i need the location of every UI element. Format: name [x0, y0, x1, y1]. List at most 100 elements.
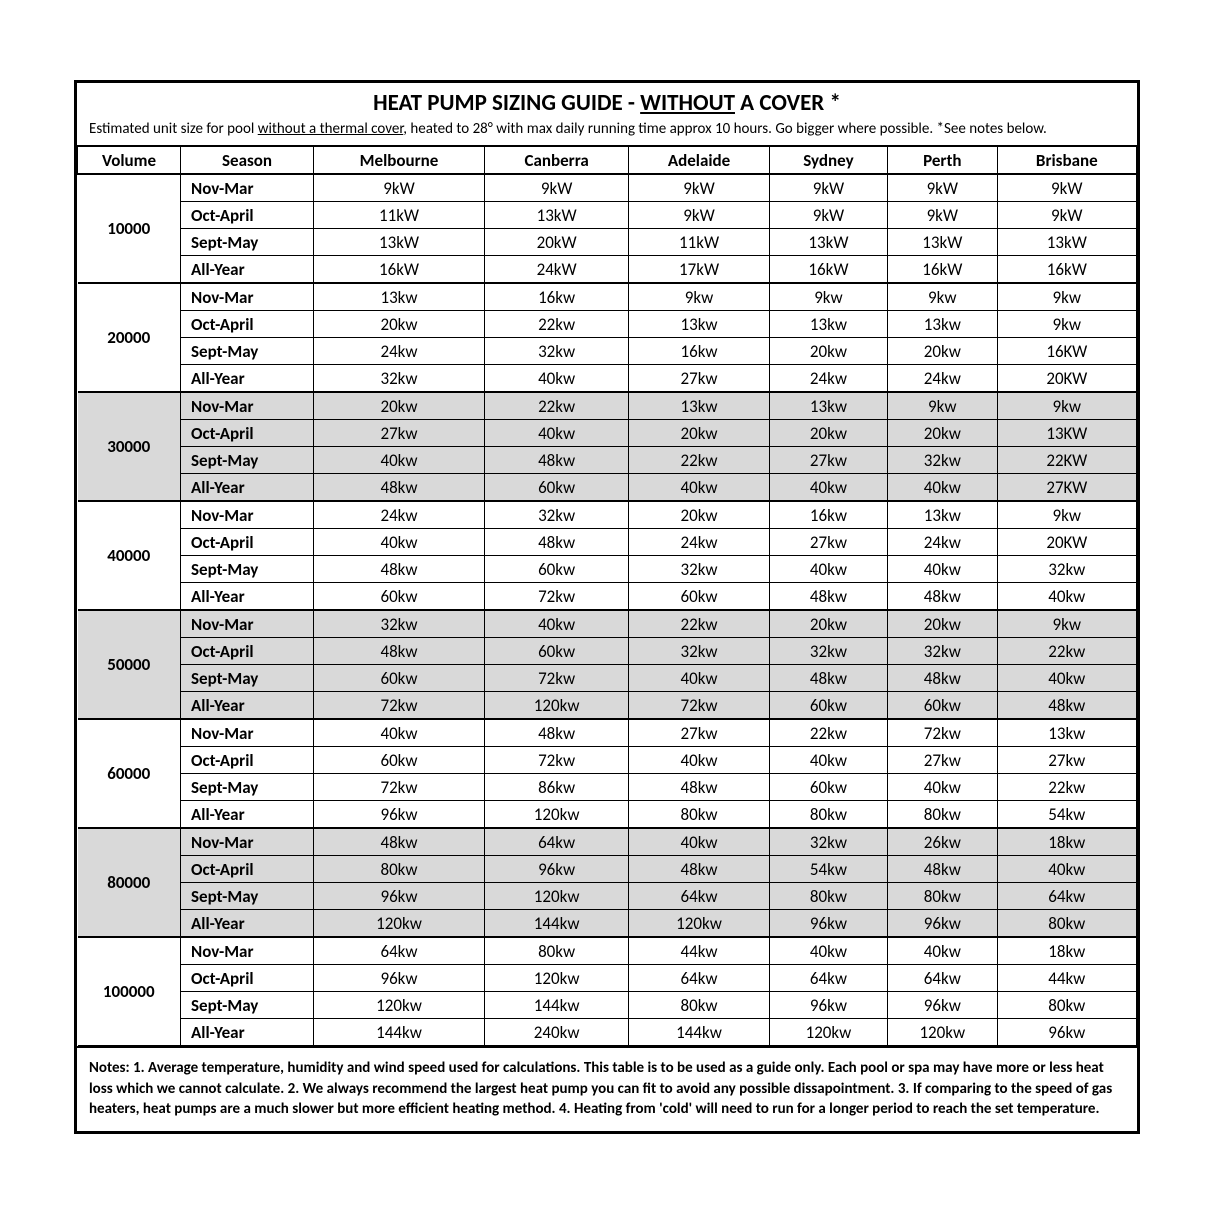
value-cell: 40kw: [485, 420, 629, 447]
value-cell: 48kw: [769, 583, 887, 611]
value-cell: 96kw: [769, 992, 887, 1019]
value-cell: 20kw: [629, 501, 770, 529]
value-cell: 48kw: [485, 447, 629, 474]
sizing-guide-sheet: HEAT PUMP SIZING GUIDE - WITHOUT A COVER…: [74, 80, 1140, 1134]
value-cell: 16kw: [485, 283, 629, 311]
volume-cell: 30000: [78, 392, 181, 501]
value-cell: 11kW: [629, 229, 770, 256]
table-row: Sept-May48kw60kw32kw40kw40kw32kw: [78, 556, 1137, 583]
season-cell: Oct-April: [181, 856, 314, 883]
value-cell: 96kw: [314, 965, 485, 992]
value-cell: 60kw: [314, 747, 485, 774]
table-row: All-Year144kw240kw144kw120kw120kw96kw: [78, 1019, 1137, 1046]
table-row: All-Year120kw144kw120kw96kw96kw80kw: [78, 910, 1137, 938]
value-cell: 32kw: [314, 610, 485, 638]
value-cell: 54kw: [997, 801, 1136, 829]
value-cell: 20kw: [314, 311, 485, 338]
value-cell: 120kw: [314, 992, 485, 1019]
season-cell: Oct-April: [181, 202, 314, 229]
volume-cell: 80000: [78, 828, 181, 937]
value-cell: 80kw: [769, 883, 887, 910]
value-cell: 40kw: [888, 937, 998, 965]
value-cell: 32kw: [314, 365, 485, 393]
value-cell: 40kw: [997, 665, 1136, 692]
volume-cell: 10000: [78, 174, 181, 283]
value-cell: 9kW: [629, 174, 770, 202]
subtitle-suffix: , heated to 28° with max daily running t…: [403, 120, 1047, 138]
value-cell: 40kw: [629, 828, 770, 856]
value-cell: 48kw: [314, 556, 485, 583]
value-cell: 13kw: [629, 392, 770, 420]
column-header: Melbourne: [314, 146, 485, 174]
season-cell: Oct-April: [181, 311, 314, 338]
value-cell: 144kw: [485, 910, 629, 938]
value-cell: 22kw: [485, 311, 629, 338]
table-row: 30000Nov-Mar20kw22kw13kw13kw9kw9kw: [78, 392, 1137, 420]
value-cell: 20kw: [888, 420, 998, 447]
subtitle-underlined: without a thermal cover: [258, 120, 404, 138]
value-cell: 40kw: [629, 747, 770, 774]
season-cell: All-Year: [181, 365, 314, 393]
season-cell: Nov-Mar: [181, 719, 314, 747]
value-cell: 48kw: [314, 474, 485, 502]
value-cell: 24kW: [485, 256, 629, 284]
table-row: Sept-May13kW20kW11kW13kW13kW13kW: [78, 229, 1137, 256]
page-title: HEAT PUMP SIZING GUIDE - WITHOUT A COVER…: [77, 83, 1137, 119]
value-cell: 13kW: [314, 229, 485, 256]
value-cell: 9kW: [629, 202, 770, 229]
column-header: Canberra: [485, 146, 629, 174]
season-cell: Oct-April: [181, 420, 314, 447]
season-cell: All-Year: [181, 583, 314, 611]
value-cell: 60kw: [485, 638, 629, 665]
value-cell: 9kW: [888, 174, 998, 202]
value-cell: 144kw: [314, 1019, 485, 1046]
value-cell: 27kw: [769, 529, 887, 556]
value-cell: 72kw: [485, 747, 629, 774]
value-cell: 96kw: [997, 1019, 1136, 1046]
value-cell: 27kw: [997, 747, 1136, 774]
value-cell: 40kw: [314, 529, 485, 556]
value-cell: 60kw: [769, 692, 887, 720]
value-cell: 9kW: [888, 202, 998, 229]
value-cell: 40kw: [314, 447, 485, 474]
value-cell: 96kw: [485, 856, 629, 883]
value-cell: 40kw: [769, 937, 887, 965]
value-cell: 96kw: [314, 801, 485, 829]
value-cell: 120kw: [629, 910, 770, 938]
value-cell: 40kw: [997, 583, 1136, 611]
season-cell: Sept-May: [181, 338, 314, 365]
value-cell: 72kw: [888, 719, 998, 747]
value-cell: 48kw: [314, 638, 485, 665]
value-cell: 9kw: [769, 283, 887, 311]
value-cell: 32kw: [769, 828, 887, 856]
title-prefix: HEAT PUMP SIZING GUIDE -: [373, 89, 640, 117]
value-cell: 13KW: [997, 420, 1136, 447]
value-cell: 22kw: [629, 610, 770, 638]
value-cell: 80kw: [997, 992, 1136, 1019]
value-cell: 60kw: [314, 665, 485, 692]
value-cell: 120kw: [769, 1019, 887, 1046]
value-cell: 9kw: [997, 311, 1136, 338]
value-cell: 64kw: [997, 883, 1136, 910]
season-cell: All-Year: [181, 910, 314, 938]
season-cell: Oct-April: [181, 747, 314, 774]
page-subtitle: Estimated unit size for pool without a t…: [77, 119, 1137, 145]
value-cell: 32kw: [485, 501, 629, 529]
value-cell: 16KW: [997, 338, 1136, 365]
value-cell: 9kw: [997, 283, 1136, 311]
season-cell: Sept-May: [181, 774, 314, 801]
value-cell: 40kw: [629, 474, 770, 502]
value-cell: 40kw: [997, 856, 1136, 883]
value-cell: 18kw: [997, 828, 1136, 856]
value-cell: 48kw: [485, 529, 629, 556]
value-cell: 32kw: [629, 638, 770, 665]
value-cell: 27kw: [629, 365, 770, 393]
season-cell: Nov-Mar: [181, 828, 314, 856]
value-cell: 27kw: [769, 447, 887, 474]
value-cell: 9kw: [629, 283, 770, 311]
value-cell: 9kw: [997, 501, 1136, 529]
table-row: Oct-April60kw72kw40kw40kw27kw27kw: [78, 747, 1137, 774]
value-cell: 32kw: [888, 447, 998, 474]
table-row: Sept-May96kw120kw64kw80kw80kw64kw: [78, 883, 1137, 910]
season-cell: Oct-April: [181, 965, 314, 992]
